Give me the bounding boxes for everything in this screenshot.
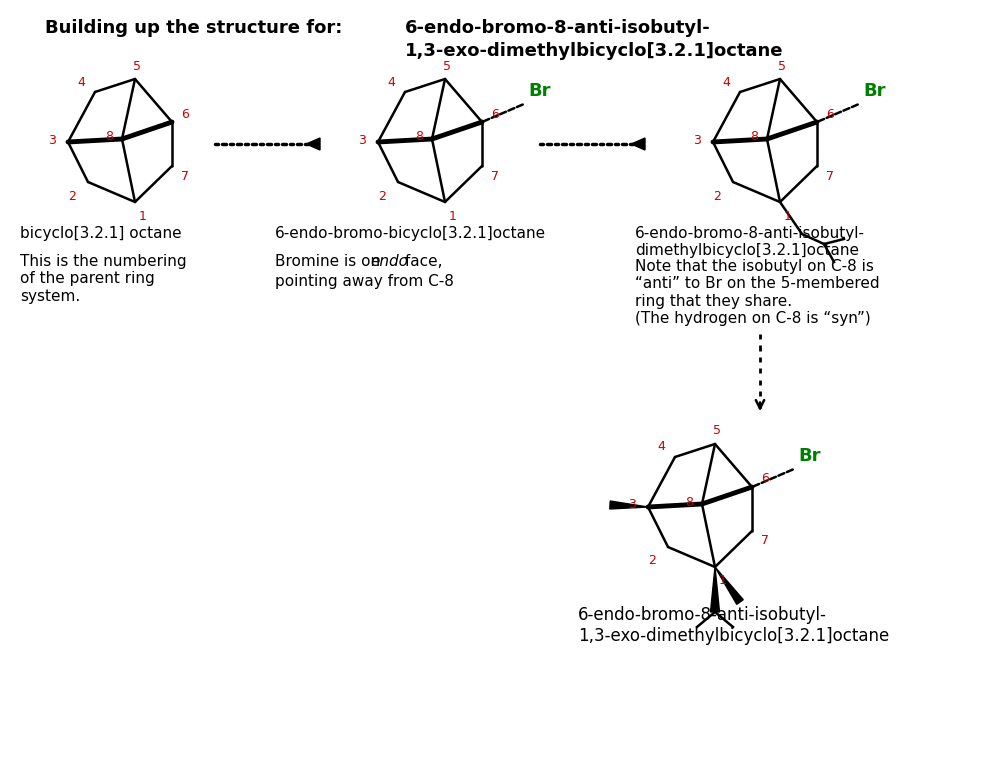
Polygon shape <box>306 138 320 150</box>
Text: 6: 6 <box>491 108 499 121</box>
Text: 7: 7 <box>181 170 189 183</box>
Text: Br: Br <box>528 82 551 100</box>
Text: 8: 8 <box>685 495 693 509</box>
Text: 5: 5 <box>133 60 141 73</box>
Text: 6-endo-bromo-8-anti-isobutyl-
dimethylbicyclo[3.2.1]octane: 6-endo-bromo-8-anti-isobutyl- dimethylbi… <box>635 226 865 259</box>
Text: Building up the structure for:: Building up the structure for: <box>45 19 343 37</box>
Text: 4: 4 <box>722 76 730 88</box>
Polygon shape <box>715 567 743 604</box>
Text: 8: 8 <box>415 131 423 143</box>
Text: 3: 3 <box>358 133 366 146</box>
Text: 2: 2 <box>68 190 76 203</box>
Polygon shape <box>711 567 720 612</box>
Text: face,: face, <box>400 254 443 269</box>
Polygon shape <box>631 138 645 150</box>
Text: 1: 1 <box>719 574 727 587</box>
Text: 6-endo-bromo-8-anti-isobutyl-: 6-endo-bromo-8-anti-isobutyl- <box>405 19 711 37</box>
Text: 4: 4 <box>77 76 84 88</box>
Text: 6-endo-bromo-8-anti-isobutyl-
1,3-exo-dimethylbicyclo[3.2.1]octane: 6-endo-bromo-8-anti-isobutyl- 1,3-exo-di… <box>578 606 890 645</box>
Text: 1,3-exo-dimethylbicyclo[3.2.1]octane: 1,3-exo-dimethylbicyclo[3.2.1]octane <box>405 42 784 60</box>
Text: Br: Br <box>863 82 886 100</box>
Text: endo: endo <box>370 254 408 269</box>
Text: 5: 5 <box>443 60 451 73</box>
Text: 4: 4 <box>657 440 665 454</box>
Text: Br: Br <box>798 447 821 465</box>
Text: 7: 7 <box>491 170 499 183</box>
Text: 4: 4 <box>387 76 395 88</box>
Text: 7: 7 <box>826 170 834 183</box>
Text: 6: 6 <box>761 472 769 485</box>
Text: pointing away from C-8: pointing away from C-8 <box>275 274 454 289</box>
Text: 8: 8 <box>105 131 113 143</box>
Text: 2: 2 <box>648 554 656 567</box>
Text: Note that the isobutyl on C-8 is
“anti” to Br on the 5-membered
ring that they s: Note that the isobutyl on C-8 is “anti” … <box>635 259 880 326</box>
Text: 1: 1 <box>449 210 457 222</box>
Text: This is the numbering
of the parent ring
system.: This is the numbering of the parent ring… <box>20 254 187 304</box>
Text: 5: 5 <box>778 60 786 73</box>
Text: 5: 5 <box>713 424 721 437</box>
Text: Bromine is on: Bromine is on <box>275 254 385 269</box>
Text: 3: 3 <box>628 498 636 512</box>
Text: 1: 1 <box>139 210 147 222</box>
Text: 7: 7 <box>761 535 769 547</box>
Text: 3: 3 <box>693 133 701 146</box>
Text: 2: 2 <box>713 190 721 203</box>
Text: 3: 3 <box>48 133 56 146</box>
Text: 6: 6 <box>826 108 834 121</box>
Polygon shape <box>610 501 648 509</box>
Text: 6-endo-bromo-bicyclo[3.2.1]octane: 6-endo-bromo-bicyclo[3.2.1]octane <box>275 226 546 241</box>
Text: 2: 2 <box>378 190 386 203</box>
Text: bicyclo[3.2.1] octane: bicyclo[3.2.1] octane <box>20 226 182 241</box>
Text: 1: 1 <box>784 210 791 222</box>
Text: 8: 8 <box>750 131 758 143</box>
Text: 6: 6 <box>181 108 189 121</box>
